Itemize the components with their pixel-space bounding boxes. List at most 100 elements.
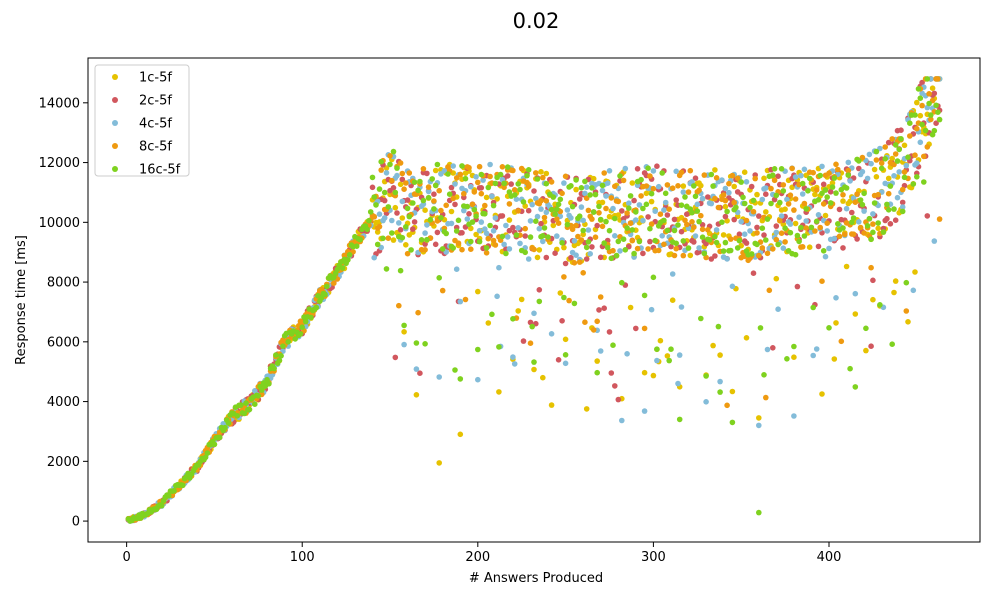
data-point — [552, 250, 558, 256]
data-point — [459, 163, 465, 169]
data-point — [691, 224, 697, 230]
data-point — [376, 211, 383, 217]
data-point — [166, 493, 172, 499]
data-point — [671, 227, 678, 234]
data-point — [399, 234, 406, 241]
data-point — [273, 352, 279, 358]
data-point — [734, 245, 741, 251]
data-point — [518, 296, 525, 303]
data-point — [543, 209, 550, 216]
data-point — [411, 219, 418, 225]
data-point — [738, 218, 744, 225]
data-point — [750, 197, 757, 204]
data-point — [682, 194, 688, 200]
data-point — [857, 197, 864, 203]
data-point — [820, 181, 827, 188]
data-point — [885, 175, 892, 182]
data-point — [401, 329, 407, 335]
data-point — [381, 189, 388, 196]
data-point — [285, 339, 292, 345]
data-point — [496, 389, 502, 395]
data-point — [476, 163, 483, 170]
data-point — [654, 346, 660, 353]
data-point — [629, 180, 636, 186]
data-point — [594, 318, 600, 325]
data-point — [861, 230, 867, 236]
data-point — [425, 194, 432, 201]
data-point — [885, 190, 892, 197]
data-point — [798, 224, 804, 231]
data-point — [436, 187, 443, 194]
data-point — [471, 189, 478, 195]
data-point — [880, 229, 887, 235]
data-point — [585, 207, 592, 214]
data-point — [631, 250, 637, 257]
data-point — [669, 185, 676, 191]
data-point — [648, 190, 655, 197]
data-point — [561, 294, 567, 301]
data-point — [538, 169, 544, 175]
data-point — [390, 148, 397, 155]
x-tick-label: 200 — [465, 550, 490, 565]
data-point — [529, 323, 535, 330]
data-point — [873, 148, 880, 155]
data-point — [506, 246, 513, 252]
data-point — [548, 179, 555, 185]
data-point — [685, 189, 692, 195]
data-point — [757, 325, 764, 331]
data-point — [513, 196, 520, 202]
data-point — [489, 311, 495, 318]
data-point — [812, 228, 818, 234]
data-point — [371, 213, 378, 220]
data-point — [756, 252, 762, 259]
data-point — [415, 309, 421, 316]
chart-title: 0.02 — [512, 9, 560, 33]
data-point — [713, 175, 720, 181]
data-point — [713, 227, 720, 233]
data-point — [511, 187, 518, 193]
data-point — [608, 195, 615, 201]
data-point — [612, 183, 618, 190]
data-point — [353, 243, 360, 249]
data-point — [914, 160, 920, 166]
data-point — [668, 346, 674, 353]
data-point — [534, 213, 541, 220]
data-point — [866, 151, 873, 158]
data-point — [525, 183, 532, 190]
legend-label: 16c-5f — [139, 163, 181, 178]
data-point — [861, 190, 867, 197]
data-point — [826, 245, 832, 252]
data-point — [792, 220, 799, 227]
data-point — [706, 237, 713, 243]
data-point — [912, 269, 918, 275]
data-point — [903, 279, 910, 286]
data-point — [222, 424, 228, 431]
data-point — [389, 230, 395, 236]
data-point — [629, 227, 636, 233]
data-point — [527, 340, 534, 347]
data-point — [682, 217, 688, 224]
data-point — [726, 189, 732, 196]
data-point — [763, 394, 769, 401]
data-point — [619, 417, 625, 424]
data-point — [631, 197, 637, 204]
data-point — [562, 260, 569, 267]
data-point — [773, 236, 780, 243]
data-point — [836, 206, 843, 213]
data-point — [770, 172, 776, 178]
data-point — [859, 201, 866, 208]
data-point — [684, 211, 690, 217]
data-point — [482, 211, 488, 217]
data-point — [680, 238, 687, 244]
data-point — [910, 181, 917, 187]
data-point — [764, 250, 771, 257]
data-point — [727, 236, 734, 242]
data-point — [873, 174, 880, 180]
data-point — [380, 235, 386, 242]
data-point — [357, 236, 364, 243]
data-point — [536, 298, 543, 305]
data-point — [578, 237, 585, 243]
data-point — [694, 201, 701, 208]
data-point — [473, 213, 479, 219]
data-point — [476, 227, 483, 234]
